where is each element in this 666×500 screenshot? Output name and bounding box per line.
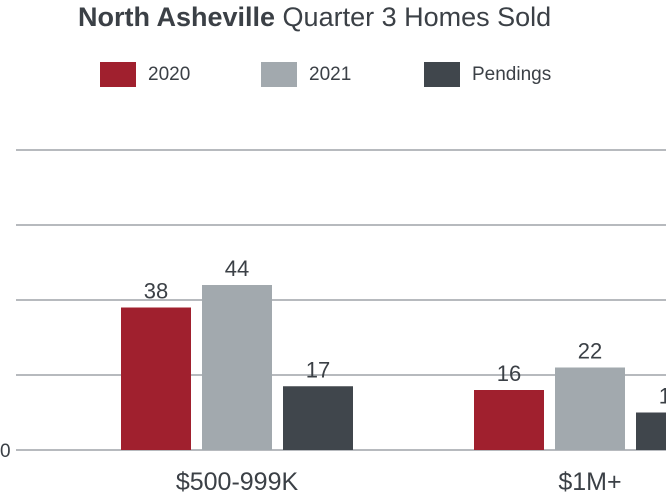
bar-2020-1m-plus <box>474 390 544 450</box>
chart-title-bold: North Asheville <box>78 2 276 32</box>
data-label-2020-500-999k: 38 <box>144 279 168 304</box>
chart-title: North Asheville Quarter 3 Homes Sold <box>78 2 551 33</box>
legend: 2020 2021 Pendings <box>0 62 666 90</box>
bar-pendings-500-999k <box>283 386 353 450</box>
data-label-pendings-500-999k: 17 <box>306 357 330 382</box>
legend-swatch-pendings <box>424 62 460 87</box>
chart-title-rest: Quarter 3 Homes Sold <box>275 2 552 32</box>
data-label-2021-1m-plus: 22 <box>578 339 602 364</box>
bar-2020-500-999k <box>121 307 191 450</box>
data-label-pendings-1m-plus: 10 <box>659 384 666 409</box>
category-label-1m-plus: $1M+ <box>558 468 621 496</box>
legend-swatch-2021 <box>261 62 297 87</box>
bar-2021-1m-plus <box>555 367 625 450</box>
category-label-500-999k: $500-999K <box>176 468 299 496</box>
legend-label-2021: 2021 <box>309 64 352 85</box>
legend-label-pendings: Pendings <box>472 64 552 85</box>
legend-label-2020: 2020 <box>148 64 191 85</box>
data-label-2021-500-999k: 44 <box>225 256 249 281</box>
legend-swatch-2020 <box>100 62 136 87</box>
y-tick-label-0: 0 <box>0 441 11 462</box>
bar-2021-500-999k <box>202 285 272 450</box>
bar-pendings-1m-plus <box>636 412 666 450</box>
data-label-2020-1m-plus: 16 <box>497 361 521 386</box>
